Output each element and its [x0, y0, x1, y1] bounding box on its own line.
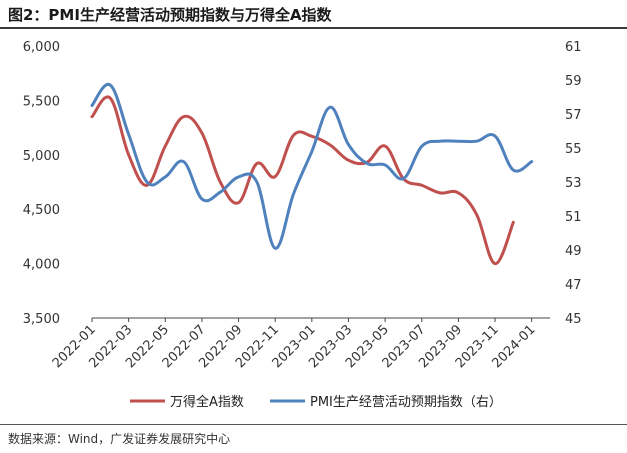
right-tick-label: 49: [565, 244, 582, 259]
left-tick-label: 5,500: [23, 94, 60, 109]
chart-legend: 万得全A指数 PMI生产经营活动预期指数（右）: [130, 394, 502, 410]
source-rule: [0, 424, 627, 425]
right-tick-label: 57: [565, 108, 582, 123]
right-tick-label: 53: [565, 176, 582, 191]
series-line-pmi: [90, 82, 534, 250]
left-tick-label: 6,000: [23, 40, 60, 55]
x-axis-ticks: 2022-012022-032022-052022-072022-092022-…: [50, 318, 539, 371]
right-tick-label: 61: [565, 40, 582, 55]
series-line-wind-a: [90, 95, 515, 266]
title-rule: [0, 27, 627, 29]
right-axis-ticks: 45 47 49 51 53 55 57 59 61: [565, 40, 582, 327]
right-tick-label: 51: [565, 210, 582, 225]
left-tick-label: 4,500: [23, 203, 60, 218]
source-note: 数据来源：Wind，广发证券发展研究中心: [8, 432, 231, 446]
right-tick-label: 59: [565, 74, 582, 89]
left-tick-label: 3,500: [23, 312, 60, 327]
right-tick-label: 45: [565, 312, 582, 327]
right-tick-label: 47: [565, 278, 582, 293]
left-tick-label: 4,000: [23, 258, 60, 273]
figure-title: 图2：PMI生产经营活动预期指数与万得全A指数: [8, 6, 332, 24]
legend-label-wind-a: 万得全A指数: [170, 394, 244, 410]
left-tick-label: 5,000: [23, 149, 60, 164]
right-tick-label: 55: [565, 142, 582, 157]
legend-label-pmi: PMI生产经营活动预期指数（右）: [310, 395, 502, 410]
series-lines: [90, 82, 534, 266]
left-axis-ticks: 3,500 4,000 4,500 5,000 5,500 6,000: [23, 40, 60, 327]
